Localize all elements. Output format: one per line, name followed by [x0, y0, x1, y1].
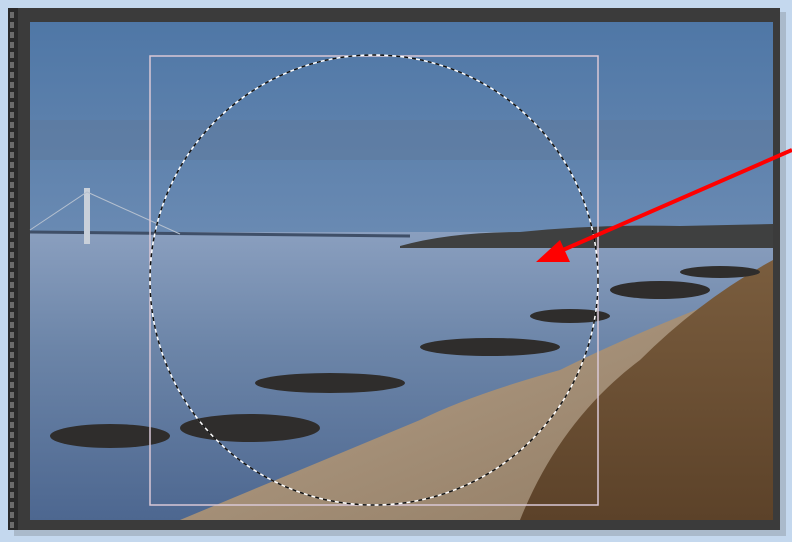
film-edge: [8, 8, 18, 530]
cloud-band: [30, 120, 773, 160]
bridge-pylon: [84, 188, 90, 244]
body: [0, 0, 792, 542]
page: Photo selection {} html, body { margin: …: [0, 0, 792, 542]
photo: [30, 22, 773, 520]
editor-canvas: [0, 0, 792, 542]
